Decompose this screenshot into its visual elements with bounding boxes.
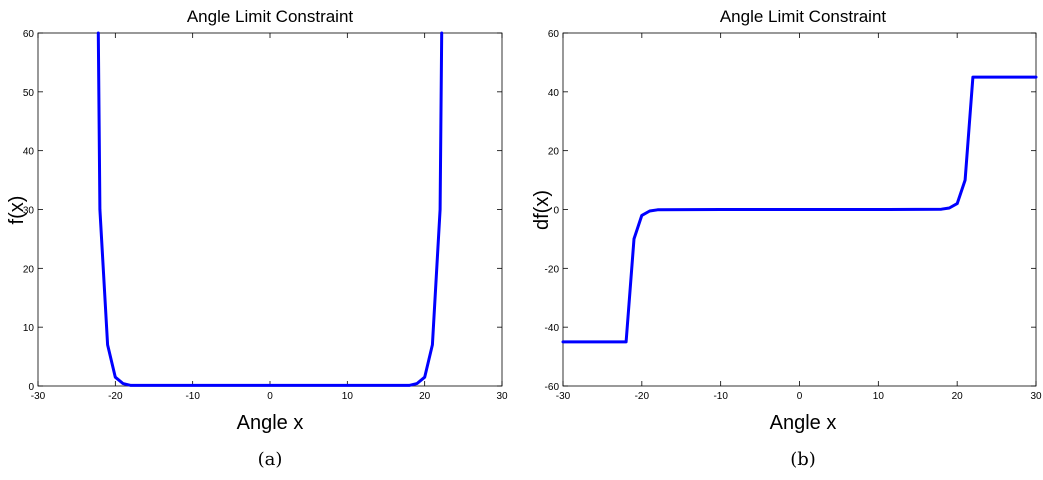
chart-a-xtick-label: 0 [267,391,273,402]
chart-b-xtick-label: -10 [713,391,728,402]
chart-a-ytick-label: 30 [23,206,35,217]
chart-a-ylabel: f(x) [6,196,28,225]
chart-b-xtick-label: 0 [797,391,803,402]
chart-b-xlabel: Angle x [770,412,837,434]
chart-b-plot-area: -30 -20 -10 0 10 20 30 -60 -40 -20 0 20 40 60 [545,29,1042,402]
chart-a-ytick-label: 40 [23,147,35,158]
chart-a-svg: Angle Limit Constraint Angle x f(x) (a) … [6,7,508,470]
chart-a-series-line [96,31,444,387]
chart-b-ylabel: df(x) [531,190,553,230]
chart-b-ytick-label: 60 [548,29,560,40]
chart-b-caption: (b) [790,449,816,470]
chart-a-xlabel: Angle x [237,412,304,434]
chart-b-series-line [561,75,1038,344]
chart-b-xtick-label: 20 [952,391,964,402]
chart-b-xtick-label: 30 [1030,391,1042,402]
chart-a-ytick-label: 20 [23,264,35,275]
chart-a-xtick-label: 10 [342,391,354,402]
chart-panel-a: Angle Limit Constraint Angle x f(x) (a) … [0,0,520,475]
chart-b-ytick-label: 40 [548,88,560,99]
chart-panel-b: Angle Limit Constraint Angle x df(x) (b)… [521,0,1043,475]
chart-a-plot-area: -30 -20 -10 0 10 20 30 0 10 20 30 40 50 60 [23,29,508,402]
chart-a-ytick-label: 60 [23,29,35,40]
chart-b-xtick-label: -30 [556,391,571,402]
chart-a-ytick-label: 0 [28,382,34,393]
chart-a-ytick-label: 50 [23,88,35,99]
chart-a-xtick-label: -10 [185,391,200,402]
chart-b-ytick-label: 0 [553,206,559,217]
chart-b-title: Angle Limit Constraint [720,7,887,26]
chart-a-xtick-label: -30 [31,391,46,402]
chart-b-ytick-label: -60 [545,382,560,393]
chart-a-xtick-label: -20 [108,391,123,402]
chart-b-svg: Angle Limit Constraint Angle x df(x) (b)… [531,7,1042,470]
chart-a-ytick-label: 10 [23,323,35,334]
chart-a-title: Angle Limit Constraint [187,7,354,26]
chart-a-caption: (a) [258,449,283,470]
chart-b-ytick-label: 20 [548,147,560,158]
chart-a-xtick-label: 20 [419,391,431,402]
chart-b-ytick-label: -20 [545,264,560,275]
chart-a-xtick-label: 30 [496,391,508,402]
chart-b-ytick-label: -40 [545,323,560,334]
chart-b-xtick-label: -20 [635,391,650,402]
chart-b-xtick-label: 10 [873,391,885,402]
